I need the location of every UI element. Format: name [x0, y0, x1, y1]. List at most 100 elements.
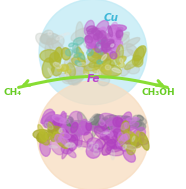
Ellipse shape: [61, 65, 68, 71]
Ellipse shape: [47, 121, 63, 136]
Ellipse shape: [106, 40, 111, 45]
Ellipse shape: [101, 40, 108, 55]
Ellipse shape: [98, 122, 106, 128]
Ellipse shape: [51, 129, 60, 141]
Ellipse shape: [84, 36, 94, 49]
Ellipse shape: [106, 51, 110, 56]
Ellipse shape: [65, 127, 80, 140]
Ellipse shape: [96, 48, 103, 55]
Ellipse shape: [123, 119, 130, 129]
Ellipse shape: [57, 130, 64, 137]
Ellipse shape: [74, 53, 82, 57]
Ellipse shape: [51, 139, 63, 155]
Ellipse shape: [65, 143, 75, 147]
Ellipse shape: [51, 66, 62, 76]
Ellipse shape: [110, 52, 117, 59]
Ellipse shape: [73, 37, 84, 45]
Ellipse shape: [113, 129, 123, 138]
Ellipse shape: [110, 115, 116, 123]
Ellipse shape: [123, 149, 135, 162]
Ellipse shape: [65, 116, 72, 121]
Ellipse shape: [122, 112, 132, 126]
Ellipse shape: [113, 119, 130, 129]
Ellipse shape: [111, 30, 115, 34]
Ellipse shape: [116, 122, 139, 133]
Ellipse shape: [100, 131, 108, 136]
Ellipse shape: [60, 128, 65, 134]
Ellipse shape: [100, 113, 118, 126]
Ellipse shape: [38, 132, 46, 143]
Ellipse shape: [69, 111, 82, 126]
Ellipse shape: [97, 60, 103, 64]
Ellipse shape: [42, 109, 55, 128]
Ellipse shape: [114, 29, 123, 41]
Ellipse shape: [122, 117, 131, 126]
Ellipse shape: [124, 116, 137, 128]
Ellipse shape: [95, 20, 109, 35]
Ellipse shape: [69, 43, 74, 47]
Ellipse shape: [58, 137, 70, 145]
Ellipse shape: [76, 22, 84, 46]
Ellipse shape: [132, 121, 142, 127]
Ellipse shape: [87, 49, 93, 56]
Ellipse shape: [67, 143, 71, 147]
Ellipse shape: [65, 74, 69, 78]
Ellipse shape: [71, 122, 78, 132]
Ellipse shape: [111, 46, 117, 50]
Ellipse shape: [106, 33, 121, 43]
Ellipse shape: [74, 59, 90, 77]
Ellipse shape: [41, 135, 50, 145]
Ellipse shape: [42, 58, 54, 78]
Ellipse shape: [126, 137, 142, 150]
Ellipse shape: [100, 70, 111, 77]
Ellipse shape: [97, 67, 117, 77]
Ellipse shape: [54, 47, 62, 62]
Ellipse shape: [40, 138, 50, 156]
Ellipse shape: [125, 119, 131, 135]
Ellipse shape: [111, 44, 114, 47]
Ellipse shape: [66, 117, 73, 127]
Ellipse shape: [114, 27, 123, 32]
Ellipse shape: [46, 120, 66, 139]
Ellipse shape: [93, 34, 99, 40]
Ellipse shape: [88, 44, 99, 56]
Ellipse shape: [72, 65, 87, 85]
Ellipse shape: [135, 119, 144, 131]
Ellipse shape: [87, 34, 94, 42]
Ellipse shape: [109, 122, 118, 129]
Ellipse shape: [73, 43, 78, 53]
Ellipse shape: [45, 120, 55, 129]
Ellipse shape: [104, 45, 110, 50]
Ellipse shape: [78, 146, 83, 149]
Ellipse shape: [102, 54, 107, 60]
Ellipse shape: [65, 137, 73, 144]
Ellipse shape: [115, 49, 133, 58]
Ellipse shape: [94, 37, 101, 42]
Ellipse shape: [114, 50, 120, 57]
Ellipse shape: [84, 20, 94, 36]
Ellipse shape: [84, 74, 88, 79]
Ellipse shape: [94, 144, 98, 150]
Ellipse shape: [64, 59, 84, 71]
Ellipse shape: [84, 69, 89, 76]
Ellipse shape: [126, 143, 136, 155]
Ellipse shape: [113, 116, 118, 127]
Ellipse shape: [115, 131, 126, 149]
Ellipse shape: [125, 145, 136, 150]
Ellipse shape: [65, 69, 71, 74]
Ellipse shape: [60, 64, 69, 71]
Ellipse shape: [116, 116, 132, 138]
Ellipse shape: [111, 40, 120, 46]
Ellipse shape: [72, 122, 82, 147]
Ellipse shape: [135, 131, 140, 142]
Ellipse shape: [127, 127, 144, 144]
Ellipse shape: [113, 117, 123, 127]
Ellipse shape: [102, 136, 117, 149]
Ellipse shape: [92, 29, 100, 35]
Ellipse shape: [38, 125, 44, 134]
Ellipse shape: [63, 121, 80, 136]
Ellipse shape: [109, 25, 126, 32]
Ellipse shape: [69, 121, 91, 127]
Ellipse shape: [132, 56, 143, 67]
Ellipse shape: [108, 34, 116, 43]
